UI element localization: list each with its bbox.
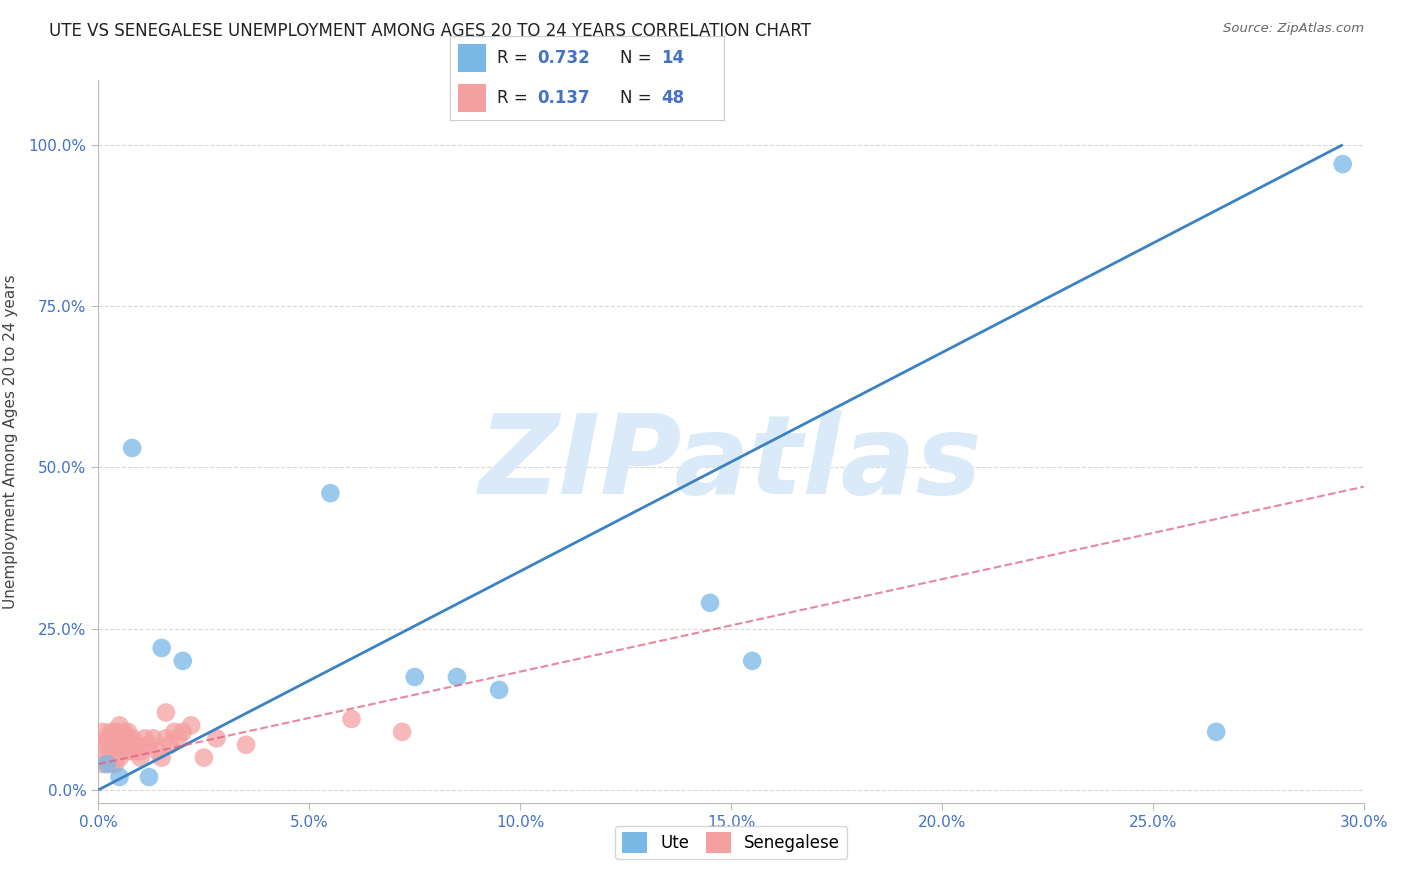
Point [319,486,342,500]
Point [121,441,143,455]
Point [172,724,194,739]
Point [100,731,122,746]
Point [155,731,177,746]
Point [96,738,118,752]
Text: ZIPatlas: ZIPatlas [479,409,983,516]
Point [100,744,122,758]
Point [134,731,156,746]
Point [100,750,122,764]
Point [741,654,763,668]
Text: Source: ZipAtlas.com: Source: ZipAtlas.com [1223,22,1364,36]
Point [117,744,139,758]
Point [91,724,114,739]
Point [142,731,165,746]
Point [96,731,118,746]
Bar [458,44,485,72]
Point [112,738,135,752]
Point [91,738,114,752]
Point [205,731,228,746]
Point [235,738,257,752]
Point [446,670,468,684]
Text: R =: R = [496,88,533,106]
Point [391,724,413,739]
Text: 48: 48 [661,88,685,106]
Point [138,770,160,784]
Point [193,750,215,764]
Point [699,596,721,610]
Point [121,744,143,758]
Point [108,770,131,784]
Point [1331,157,1354,171]
Text: UTE VS SENEGALESE UNEMPLOYMENT AMONG AGES 20 TO 24 YEARS CORRELATION CHART: UTE VS SENEGALESE UNEMPLOYMENT AMONG AGE… [49,22,811,40]
Point [180,718,202,732]
Point [100,757,122,772]
Point [404,670,426,684]
Point [172,654,194,668]
Point [138,738,160,752]
Text: N =: N = [620,88,657,106]
Point [121,731,143,746]
Legend: Ute, Senegalese: Ute, Senegalese [616,826,846,860]
Text: 0.732: 0.732 [537,49,591,67]
Point [146,744,169,758]
Point [163,724,186,739]
Point [108,750,131,764]
Point [129,744,152,758]
Point [488,682,510,697]
Point [155,706,177,720]
Bar [458,84,485,112]
Point [104,757,127,772]
Point [117,724,139,739]
Point [150,640,173,655]
Point [159,738,181,752]
Point [104,744,127,758]
Point [100,724,122,739]
Point [91,757,114,772]
Point [108,718,131,732]
Point [104,724,127,739]
Point [112,731,135,746]
Y-axis label: Unemployment Among Ages 20 to 24 years: Unemployment Among Ages 20 to 24 years [3,274,17,609]
Text: N =: N = [620,49,657,67]
Text: 0.137: 0.137 [537,88,591,106]
Point [96,750,118,764]
Point [150,750,173,764]
Point [117,738,139,752]
Point [108,738,131,752]
Point [112,724,135,739]
Point [340,712,363,726]
Point [96,757,118,772]
Text: 14: 14 [661,49,685,67]
Point [104,731,127,746]
Text: R =: R = [496,49,533,67]
Point [1205,724,1227,739]
Point [125,738,148,752]
Point [117,731,139,746]
Point [129,750,152,764]
Point [167,731,190,746]
Point [108,731,131,746]
